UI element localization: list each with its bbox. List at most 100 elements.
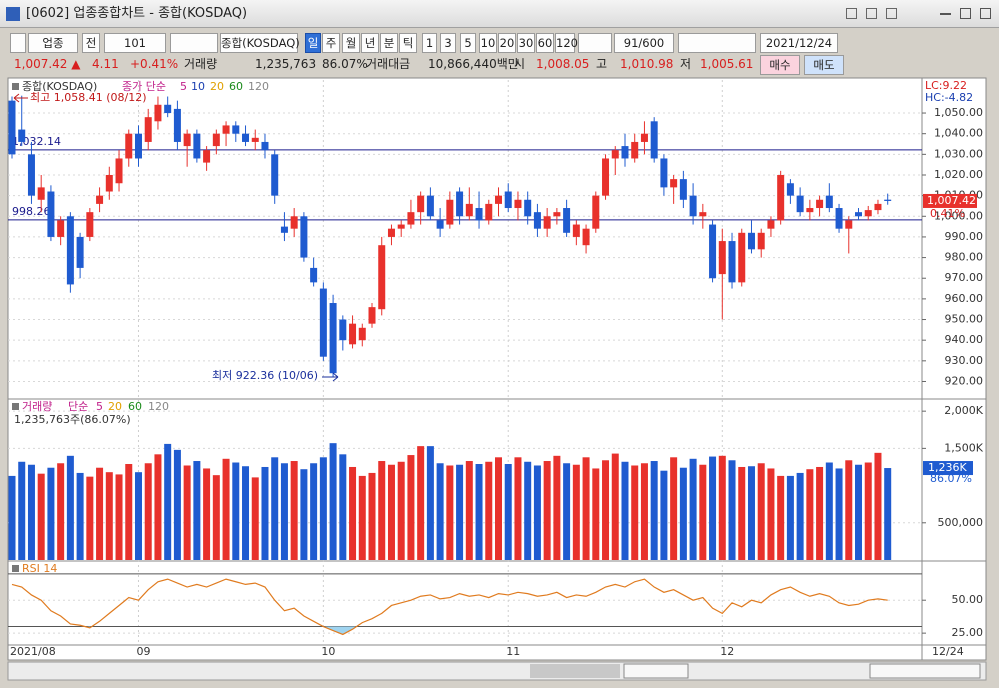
volume-bar	[456, 464, 464, 560]
volume-bar	[572, 464, 580, 560]
candle-body	[222, 125, 230, 134]
candle-body	[835, 208, 843, 229]
toolbar-item[interactable]: 1	[422, 33, 437, 53]
toolbar-item[interactable]: 주	[322, 33, 340, 53]
candle-body	[816, 199, 824, 209]
y-tick-label: 1,500K	[944, 441, 983, 454]
volume-bar	[203, 468, 211, 560]
candle-body	[105, 174, 113, 192]
toolbar-item[interactable]: 종합(KOSDAQ)	[220, 33, 300, 53]
volume-bar	[855, 464, 863, 560]
toolbar-item[interactable]: 일	[305, 33, 321, 53]
toolbar-item[interactable]: 5	[460, 33, 476, 53]
volume-bar	[563, 463, 571, 560]
volume-bar	[319, 457, 327, 560]
volume-bar	[660, 470, 668, 560]
legend-label: 20	[210, 80, 224, 93]
candle-body	[699, 212, 707, 217]
dropdown[interactable]	[578, 33, 612, 53]
candle-body	[27, 154, 35, 196]
last-price-box	[923, 193, 977, 208]
candle-body	[300, 216, 308, 258]
toolbar-item[interactable]: 분	[380, 33, 398, 53]
quote-field: 고	[596, 57, 608, 71]
toolbar-item[interactable]: 전	[82, 33, 100, 53]
toolbar-item[interactable]: 91/600	[614, 33, 674, 53]
volume-bar	[786, 475, 794, 560]
quote-field: 1,005.61	[700, 57, 754, 71]
volume-bar	[300, 469, 308, 560]
candle-body	[378, 245, 386, 310]
volume-bar	[533, 465, 541, 560]
legend-label: 종가 단순	[122, 80, 166, 93]
candle-body	[125, 133, 133, 159]
volume-bar	[835, 468, 843, 560]
toolbar-item[interactable]: 년	[361, 33, 379, 53]
volume-bar	[524, 461, 532, 560]
volume-bar	[47, 467, 55, 560]
candle-body	[8, 100, 16, 155]
volume-bar	[27, 464, 35, 560]
order-button[interactable]: 매도	[804, 55, 844, 75]
toolbar-item[interactable]: 20	[498, 33, 516, 53]
window-button[interactable]	[866, 8, 877, 19]
toolbar-item[interactable]: 3	[440, 33, 456, 53]
candle-body	[319, 288, 327, 357]
close-button[interactable]	[980, 8, 991, 19]
quote-field: 거래대금	[366, 57, 411, 71]
y-tick-label: 1,050.00	[934, 106, 983, 119]
toolbar-item[interactable]: 120	[555, 33, 578, 53]
volume-bar	[640, 463, 648, 560]
volume-bar	[864, 462, 872, 560]
candle-body	[845, 220, 853, 229]
volume-bar	[397, 461, 405, 560]
toolbar-item[interactable]: 60	[536, 33, 554, 53]
candle-body	[96, 195, 104, 204]
zoom-buttons[interactable]	[869, 663, 981, 679]
toolbar-item[interactable]: 업종	[28, 33, 78, 53]
quote-field: 86.07%	[322, 57, 368, 71]
toolbar-item[interactable]: 월	[342, 33, 360, 53]
toolbar-item[interactable]: 10	[479, 33, 497, 53]
toolbar-item[interactable]: 2021/12/24	[760, 33, 838, 53]
candle-body	[18, 129, 26, 142]
candle-body	[436, 220, 444, 229]
minimize-button[interactable]	[940, 13, 951, 15]
candle-body	[310, 267, 318, 283]
volume-bar	[709, 456, 717, 560]
order-button[interactable]: 매수	[760, 55, 800, 75]
icon-button[interactable]	[678, 33, 756, 53]
level-label: 998.26	[12, 205, 51, 218]
maximize-button[interactable]	[960, 8, 971, 19]
legend-label: 거래량	[22, 400, 52, 413]
scroll-thumb[interactable]	[530, 664, 620, 678]
scrollbar[interactable]	[7, 661, 987, 681]
candle-body	[407, 212, 415, 225]
toolbar-item[interactable]: 틱	[399, 33, 417, 53]
window-button[interactable]	[886, 8, 897, 19]
toolbar-item[interactable]: 101	[104, 33, 166, 53]
window-button[interactable]	[846, 8, 857, 19]
legend-label: 60	[128, 400, 142, 413]
icon-button[interactable]	[170, 33, 218, 53]
icon-button[interactable]	[10, 33, 26, 53]
toolbar-item[interactable]: 30	[517, 33, 535, 53]
candle-body	[465, 203, 473, 217]
legend-label: 5	[180, 80, 187, 93]
candle-body	[193, 133, 201, 159]
volume-bar	[358, 475, 366, 560]
volume-bar	[37, 473, 45, 560]
volume-bar	[689, 458, 697, 560]
legend-label: 10	[191, 80, 205, 93]
legend-label: 20	[108, 400, 122, 413]
scroll-buttons[interactable]	[623, 663, 689, 679]
volume-bar	[368, 472, 376, 560]
candle-body	[670, 179, 678, 188]
y-tick-label: 500,000	[938, 516, 984, 529]
volume-bar	[602, 460, 610, 560]
candle-body	[37, 187, 45, 200]
candle-body	[689, 195, 697, 217]
volume-bar	[446, 465, 454, 560]
volume-bar	[767, 468, 775, 560]
